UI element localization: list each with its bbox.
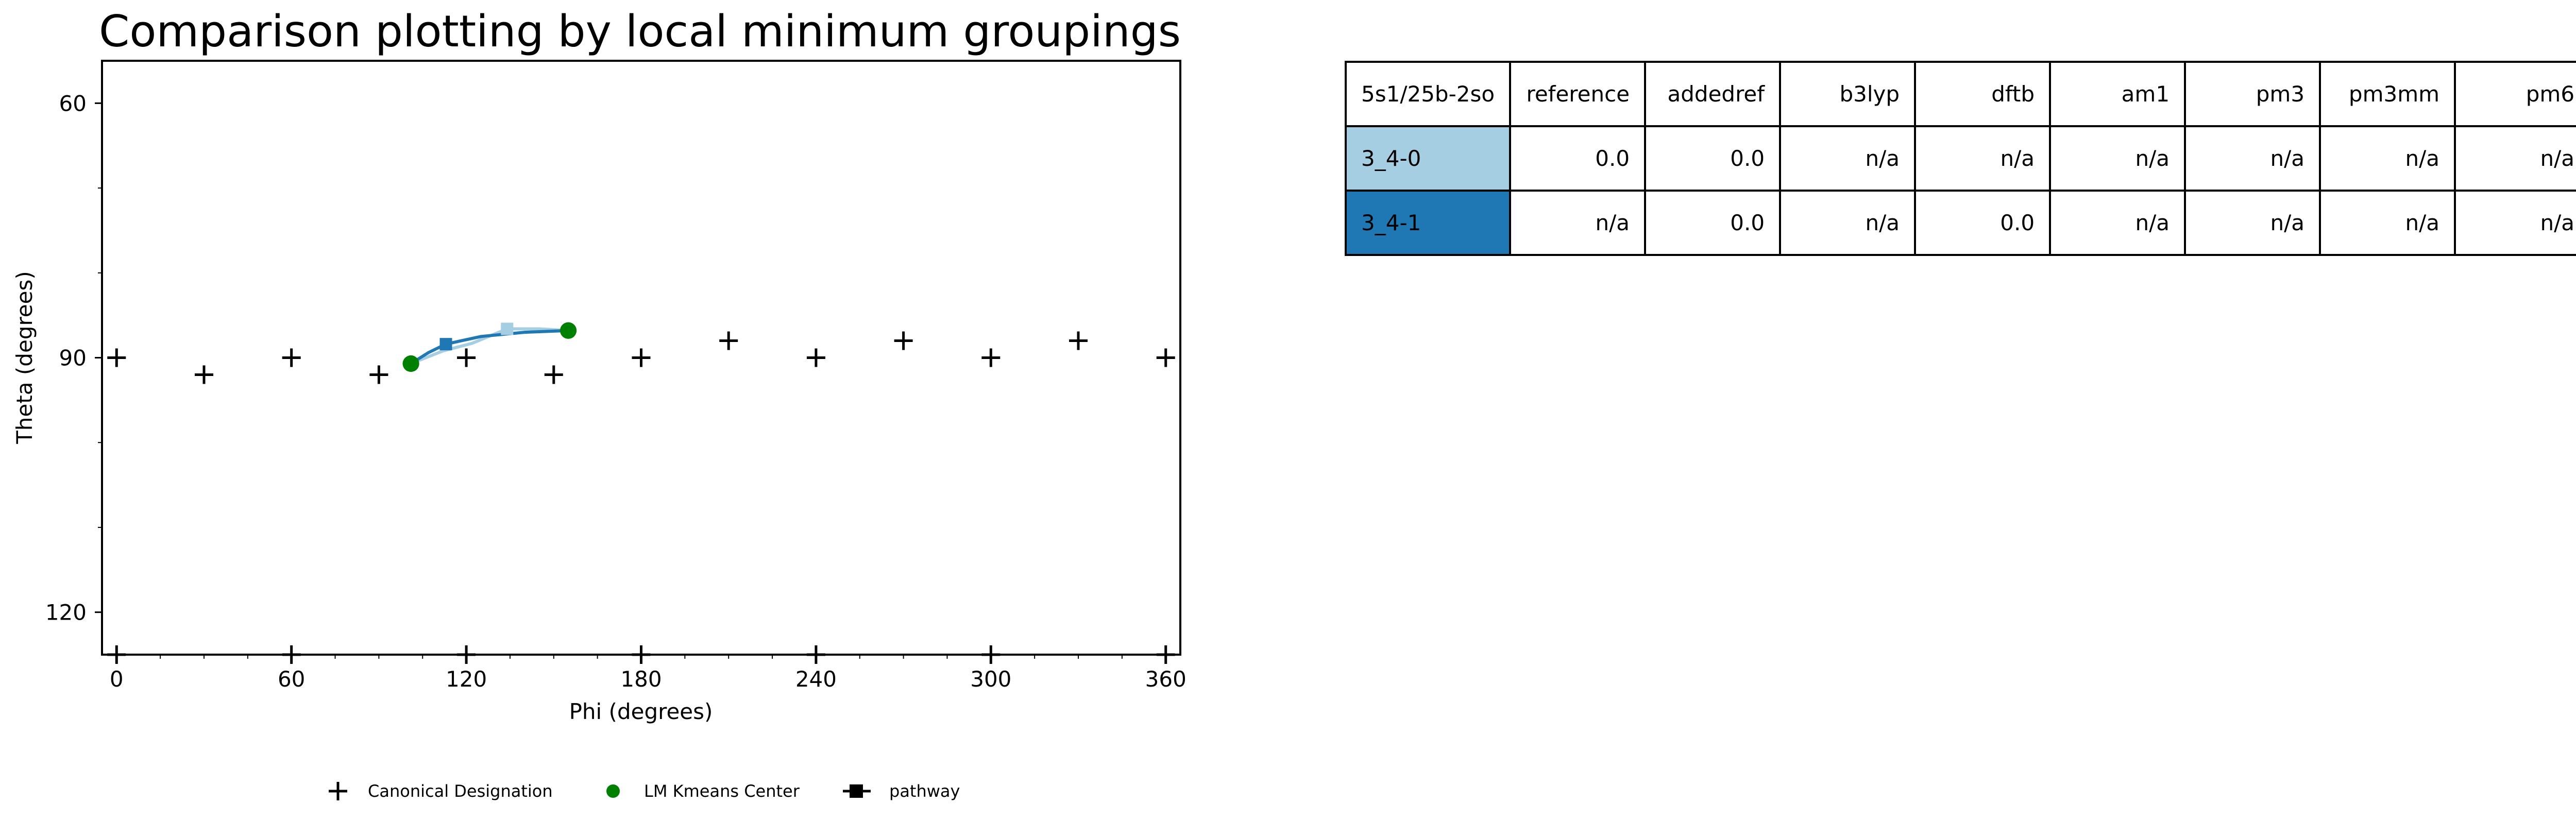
table-row-label: 3_4-1: [1344, 190, 1512, 256]
y-axis-label: Theta (degrees): [12, 271, 37, 444]
canonical-point: [457, 348, 476, 367]
table-header-row: 5s1/25b-2so reference addedref b3lyp dft…: [1344, 61, 2576, 127]
canonical-point: [544, 365, 563, 384]
pathway-point: [501, 322, 514, 335]
legend-label-kmeans: LM Kmeans Center: [644, 781, 800, 801]
chart-title: Comparison plotting by local minimum gro…: [99, 6, 1181, 57]
table-cell: n/a: [2454, 190, 2576, 256]
canonical-point: [1156, 348, 1175, 367]
x-tick-label: 120: [446, 666, 487, 692]
table-row-label: 3_4-0: [1344, 125, 1512, 192]
pathway-line: [410, 329, 569, 365]
pathway-line: [410, 327, 569, 365]
table-header-cell: pm6: [2454, 61, 2576, 127]
legend: Canonical Designation LM Kmeans Center p…: [329, 781, 960, 801]
x-tick-label: 360: [1145, 666, 1187, 692]
canonical-point: [981, 348, 1001, 367]
chart: Comparison plotting by local minimum gro…: [12, 6, 1187, 801]
table-cell: n/a: [2319, 190, 2456, 256]
table-cell: n/a: [2454, 125, 2576, 192]
canonical-point: [806, 348, 825, 367]
table-cell: 0.0: [1644, 125, 1782, 192]
legend-circle-icon: [606, 784, 620, 798]
canonical-point: [719, 331, 738, 350]
y-tick-label: 90: [59, 346, 87, 371]
table-cell: 0.0: [1914, 190, 2052, 256]
table-cell: n/a: [2184, 125, 2321, 192]
table-cell: 0.0: [1644, 190, 1782, 256]
table-cell: n/a: [2319, 125, 2456, 192]
legend-label-pathway: pathway: [889, 781, 960, 801]
canonical-point: [1069, 331, 1088, 350]
canonical-point: [894, 331, 913, 350]
pathway-point: [439, 338, 452, 351]
table-header-cell: b3lyp: [1779, 61, 1917, 127]
comparison-table: 5s1/25b-2so reference addedref b3lyp dft…: [1344, 61, 2576, 256]
x-tick-label: 300: [970, 666, 1011, 692]
table-cell: n/a: [1779, 125, 1917, 192]
table-cell: n/a: [1509, 190, 1647, 256]
table-header-cell: reference: [1509, 61, 1647, 127]
y-tick-label: 60: [59, 91, 87, 116]
x-tick-label: 180: [620, 666, 662, 692]
legend-pathway-icon: [843, 784, 871, 798]
table-cell: n/a: [1914, 125, 2052, 192]
canonical-point: [369, 365, 388, 384]
table-header-cell: pm3mm: [2319, 61, 2456, 127]
x-tick-label: 60: [278, 666, 305, 692]
table-cell: 0.0: [1509, 125, 1647, 192]
canonical-point: [194, 365, 213, 384]
table-cell: n/a: [2184, 190, 2321, 256]
y-tick-label: 120: [45, 600, 87, 625]
table-cell: n/a: [2049, 190, 2187, 256]
table-header-cell: am1: [2049, 61, 2187, 127]
legend-label-canonical: Canonical Designation: [368, 781, 553, 801]
table-cell: n/a: [2049, 125, 2187, 192]
table-header-cell: 5s1/25b-2so: [1344, 61, 1512, 127]
table-row: 3_4-1 n/a 0.0 n/a 0.0 n/a n/a n/a n/a: [1344, 190, 2576, 256]
table-header-cell: dftb: [1914, 61, 2052, 127]
x-tick-label: 0: [110, 666, 124, 692]
x-axis-label: Phi (degrees): [569, 699, 713, 724]
canonical-point: [282, 348, 301, 367]
table-header-cell: pm3: [2184, 61, 2321, 127]
table-header-cell: addedref: [1644, 61, 1782, 127]
canonical-point: [107, 348, 126, 367]
kmeans-center-point: [402, 355, 419, 372]
legend-plus-icon: [329, 782, 347, 800]
canonical-point: [632, 348, 651, 367]
table-row: 3_4-0 0.0 0.0 n/a n/a n/a n/a n/a n/a: [1344, 125, 2576, 192]
kmeans-center-point: [560, 322, 577, 339]
table-cell: n/a: [1779, 190, 1917, 256]
x-tick-label: 240: [795, 666, 837, 692]
